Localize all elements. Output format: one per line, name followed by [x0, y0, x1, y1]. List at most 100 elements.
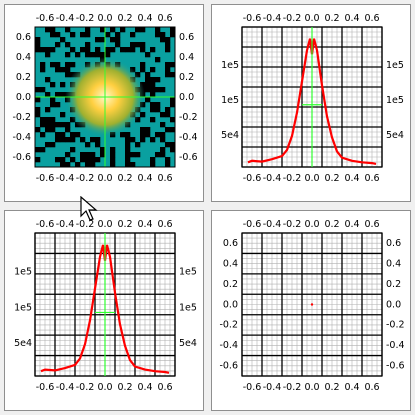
x-tick-label-top: -0.6	[36, 219, 55, 230]
y-tick-label-left: -0.6	[12, 152, 31, 163]
x-tick-label-top: 0.6	[157, 13, 172, 24]
y-tick-label-right: 0.6	[179, 32, 194, 43]
mouse-cursor-icon	[80, 196, 98, 221]
x-tick-label-top: -0.4	[56, 219, 75, 230]
y-tick-label-left: 5e4	[14, 338, 32, 349]
x-tick-label-top: -0.2	[283, 13, 302, 24]
y-tick-label-left: 0.0	[16, 92, 31, 103]
x-tick-label-bottom: -0.6	[243, 173, 262, 184]
empty-panel[interactable]: -0.6 -0.6 -0.4 -0.4 -0.2 -0.2 0.0 0.0 0.2 0.2 0.4 0…	[211, 210, 411, 411]
x-tick-label-top: -0.6	[36, 13, 55, 24]
y-tick-label-right: 1e5	[179, 302, 197, 313]
x-tick-label-bottom: 0.2	[324, 173, 339, 184]
y-tick-label-right: -0.2	[179, 112, 198, 123]
x-tick-label-bottom: -0.6	[36, 382, 55, 393]
x-tick-label-top: 0.2	[324, 13, 339, 24]
x-tick-label-top: -0.6	[243, 219, 262, 230]
y-tick-label-left: 1e5	[14, 302, 32, 313]
profile-panel-top[interactable]: -0.6 -0.6 -0.4 -0.4 -0.2 -0.2 0.0 0.0 0.2 0.2 0.4 0…	[211, 4, 411, 202]
y-tick-label-right: 5e4	[386, 130, 404, 141]
y-tick-label-left: 0.4	[223, 258, 238, 269]
x-tick-label-bottom: 0.2	[117, 173, 132, 184]
y-tick-label-left: 1e5	[221, 60, 239, 71]
y-tick-label-left: 0.2	[223, 279, 238, 290]
y-tick-label-right: -0.6	[179, 152, 198, 163]
x-tick-label-bottom: 0.6	[157, 173, 172, 184]
x-tick-label-top: 0.4	[344, 219, 359, 230]
y-tick-label-left: -0.4	[12, 132, 31, 143]
x-tick-label-bottom: -0.4	[56, 173, 75, 184]
profile-plot-bottom[interactable]: -0.6-0.6-0.4-0.4-0.2-0.20.00.00.20.20.40…	[5, 211, 205, 412]
y-tick-label-left: 0.2	[16, 72, 31, 83]
y-tick-label-left: -0.6	[219, 361, 238, 372]
y-tick-label-left: 0.6	[16, 32, 31, 43]
y-tick-label-right: -0.2	[386, 320, 405, 331]
y-tick-label-right: 0.4	[386, 258, 401, 269]
y-tick-label-right: 0.6	[386, 238, 401, 249]
x-tick-label-bottom: 0.2	[117, 382, 132, 393]
x-tick-label-bottom: 0.0	[97, 173, 112, 184]
x-tick-label-top: 0.4	[137, 13, 152, 24]
x-tick-label-top: -0.4	[263, 219, 282, 230]
x-tick-label-bottom: -0.2	[283, 173, 302, 184]
x-tick-label-top: 0.6	[364, 219, 379, 230]
x-tick-label-top: 0.0	[304, 13, 319, 24]
y-tick-label-right: 0.2	[386, 279, 401, 290]
x-tick-label-bottom: 0.6	[364, 382, 379, 393]
profile-panel-bottom[interactable]: -0.6 -0.6 -0.4 -0.4 -0.2 -0.2 0.0 0.0 0.2 0.2 0.4 0…	[4, 210, 204, 411]
x-tick-label-bottom: -0.6	[36, 173, 55, 184]
x-tick-label-top: -0.2	[283, 219, 302, 230]
y-tick-label-right: 0.0	[179, 92, 194, 103]
x-tick-label-bottom: -0.4	[263, 173, 282, 184]
x-tick-label-bottom: 0.0	[97, 382, 112, 393]
y-tick-label-right: 0.4	[179, 52, 194, 63]
x-tick-label-top: -0.4	[263, 13, 282, 24]
x-tick-label-bottom: -0.2	[76, 173, 95, 184]
x-tick-label-top: 0.2	[117, 13, 132, 24]
y-tick-label-left: -0.2	[219, 320, 238, 331]
x-tick-label-bottom: 0.6	[157, 382, 172, 393]
x-tick-label-top: 0.2	[324, 219, 339, 230]
x-tick-label-bottom: 0.4	[344, 382, 359, 393]
y-tick-label-right: -0.6	[386, 361, 405, 372]
x-tick-label-top: 0.0	[304, 219, 319, 230]
x-tick-label-top: 0.0	[97, 13, 112, 24]
x-tick-label-top: -0.4	[56, 13, 75, 24]
profile-plot-top[interactable]: -0.6-0.6-0.4-0.4-0.2-0.20.00.00.20.20.40…	[212, 5, 412, 203]
y-tick-label-left: -0.2	[12, 112, 31, 123]
center-dot	[310, 303, 314, 306]
x-tick-label-bottom: -0.4	[56, 382, 75, 393]
y-tick-label-left: 1e5	[221, 95, 239, 106]
empty-plot[interactable]: -0.6-0.6-0.4-0.4-0.2-0.20.00.00.20.20.40…	[212, 211, 412, 412]
y-tick-label-left: -0.4	[219, 340, 238, 351]
x-tick-label-top: -0.2	[76, 13, 95, 24]
x-tick-label-bottom: 0.6	[364, 173, 379, 184]
x-tick-label-top: 0.4	[344, 13, 359, 24]
y-tick-label-left: 0.0	[223, 299, 238, 310]
image-plot[interactable]: -0.6-0.6-0.4-0.4-0.2-0.20.00.00.20.20.40…	[5, 5, 205, 203]
x-tick-label-top: 0.6	[157, 219, 172, 230]
grid	[241, 232, 383, 377]
x-tick-label-top: 0.2	[117, 219, 132, 230]
x-tick-label-bottom: -0.6	[243, 382, 262, 393]
x-tick-label-top: 0.0	[97, 219, 112, 230]
y-tick-label-right: 0.2	[179, 72, 194, 83]
y-tick-label-left: 0.4	[16, 52, 31, 63]
y-tick-label-right: -0.4	[179, 132, 198, 143]
y-tick-label-right: 0.0	[386, 299, 401, 310]
x-tick-label-bottom: 0.0	[304, 382, 319, 393]
x-tick-label-top: -0.6	[243, 13, 262, 24]
y-tick-label-left: 5e4	[221, 130, 239, 141]
x-tick-label-top: -0.2	[76, 219, 95, 230]
y-tick-label-right: -0.4	[386, 340, 405, 351]
x-tick-label-bottom: 0.2	[324, 382, 339, 393]
y-tick-label-left: 0.6	[223, 238, 238, 249]
y-tick-label-right: 1e5	[386, 60, 404, 71]
x-tick-label-top: 0.6	[364, 13, 379, 24]
image-panel[interactable]: -0.6 -0.6 -0.4 -0.4 -0.2 -0.2 0.0 0.0 0.2 0.2 0.4 0…	[4, 4, 204, 202]
x-tick-label-bottom: -0.4	[263, 382, 282, 393]
x-tick-label-bottom: -0.2	[76, 382, 95, 393]
x-tick-label-bottom: 0.0	[304, 173, 319, 184]
y-tick-label-left: 1e5	[14, 267, 32, 278]
